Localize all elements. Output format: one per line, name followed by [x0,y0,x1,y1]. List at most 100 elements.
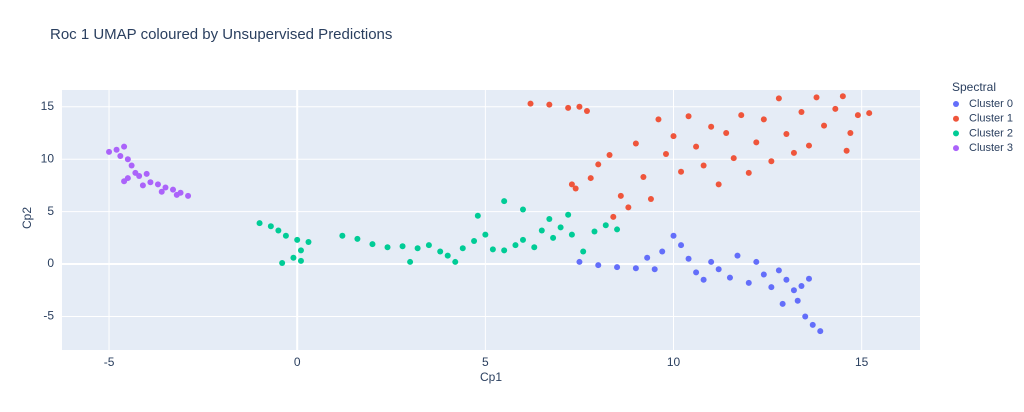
point [339,232,346,239]
grid [62,90,920,350]
point [399,243,406,250]
point [106,148,113,155]
point [531,244,538,251]
point [715,181,722,188]
legend: Spectral Cluster 0 Cluster 1 Cluster 2 Clust… [952,80,1013,154]
point [572,185,579,192]
point [121,178,128,185]
y-tick-label: -5 [43,309,54,323]
legend-label: Cluster 1 [969,113,1013,125]
point [407,258,414,265]
point [173,191,180,198]
point [644,254,651,261]
point [124,156,131,163]
point [459,245,466,252]
legend-swatch [953,145,959,152]
point [610,213,617,220]
x-tick-label: 10 [667,355,681,369]
legend-title: Spectral [952,80,996,94]
point [794,297,801,304]
point [647,196,654,203]
point [384,244,391,251]
y-tick-label: 5 [47,204,54,218]
point [783,131,790,138]
point [606,152,613,158]
point [501,198,508,205]
point [583,107,590,114]
point [678,242,685,249]
point [693,143,700,150]
point [354,235,361,242]
point [775,267,782,274]
point [267,223,274,230]
point [414,245,421,252]
point [745,169,752,176]
point [452,258,459,265]
point [790,149,797,156]
point [632,140,639,147]
point [117,153,124,160]
point [678,168,685,175]
point [832,105,839,112]
point [768,158,775,165]
point [700,276,707,283]
x-tick-label: 0 [294,355,301,369]
points [106,93,873,335]
point [809,321,816,328]
point [290,254,297,261]
point [798,109,805,116]
legend-swatch [953,115,959,122]
point [730,155,737,162]
y-tick-label: 15 [41,99,55,113]
point [790,287,797,294]
point [538,227,545,234]
point [802,313,809,320]
legend-swatch [953,130,959,137]
point [158,188,165,195]
point [602,222,609,229]
point [437,248,444,255]
point [783,276,790,283]
point [595,262,602,269]
point [693,269,700,276]
point [139,182,146,189]
point [760,116,767,123]
point [659,248,666,255]
point [775,95,782,102]
point [813,94,820,101]
point [723,129,730,136]
point [154,181,161,188]
point [685,113,692,120]
point [817,328,824,335]
legend-swatch [953,101,959,107]
point [482,231,489,238]
point [519,236,526,243]
point [866,110,873,117]
x-axis-title: Cp1 [480,370,502,384]
point [745,279,752,286]
point [670,232,677,239]
point [779,300,786,307]
point [805,275,812,282]
y-tick-label: 10 [41,151,55,165]
point [576,103,583,110]
point [471,237,478,244]
point [708,123,715,130]
x-tick-label: 15 [855,355,869,369]
point [614,264,621,271]
point [753,139,760,146]
point [651,266,658,273]
point [587,175,594,182]
point [527,100,534,107]
y-tick-label: 0 [47,256,54,270]
point [821,122,828,129]
point [670,133,677,140]
point [617,192,624,199]
point [512,242,519,249]
point [662,150,669,157]
point [136,172,143,179]
point [568,231,575,238]
point [798,283,805,290]
point [305,239,312,246]
